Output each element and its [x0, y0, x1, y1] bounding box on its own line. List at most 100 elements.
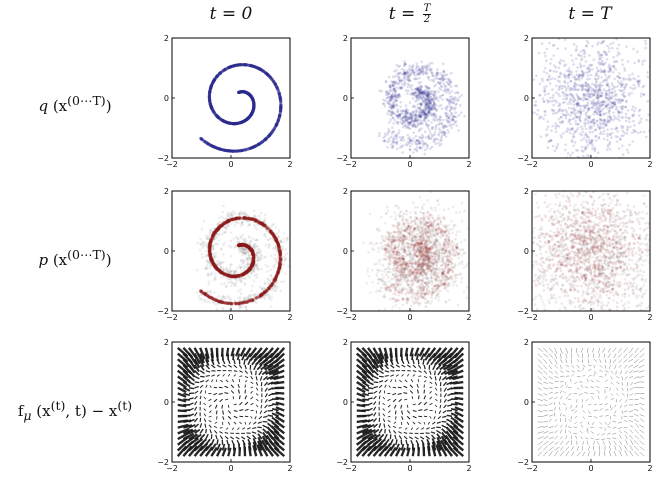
- data-point: [208, 88, 212, 93]
- data-point: [392, 122, 395, 125]
- data-point: [624, 115, 628, 119]
- data-point: [610, 104, 614, 107]
- data-point: [427, 106, 431, 109]
- data-point: [390, 98, 393, 102]
- data-point: [223, 241, 226, 245]
- data-point: [225, 216, 228, 220]
- data-point: [612, 60, 616, 63]
- data-point: [210, 237, 214, 241]
- data-point: [598, 88, 602, 91]
- data-point: [525, 72, 528, 75]
- data-point: [416, 72, 420, 76]
- data-point: [215, 269, 218, 272]
- data-point: [408, 117, 411, 121]
- data-point: [211, 244, 215, 248]
- data-point: [425, 94, 429, 98]
- data-point: [414, 74, 417, 77]
- data-point: [219, 247, 223, 250]
- data-point: [222, 225, 225, 228]
- data-point: [411, 125, 414, 128]
- data-point: [589, 63, 593, 67]
- data-point: [209, 105, 213, 109]
- data-point: [251, 257, 254, 260]
- data-point: [245, 270, 249, 274]
- data-point: [260, 287, 263, 290]
- data-point: [240, 148, 244, 153]
- data-point: [414, 125, 417, 129]
- data-point: [452, 114, 455, 118]
- data-point: [602, 126, 606, 129]
- data-point: [214, 303, 218, 306]
- data-point: [631, 72, 634, 76]
- data-point: [243, 297, 247, 301]
- data-point: [207, 98, 212, 102]
- data-point: [420, 95, 424, 99]
- data-point: [596, 97, 600, 101]
- data-point: [216, 73, 220, 78]
- data-point: [260, 140, 264, 144]
- data-point: [245, 244, 249, 248]
- data-point: [240, 245, 244, 249]
- data-point: [395, 86, 398, 89]
- data-point: [595, 91, 598, 94]
- data-point: [595, 31, 598, 34]
- data-point: [619, 124, 623, 128]
- data-point: [570, 128, 574, 131]
- data-point: [209, 105, 214, 110]
- data-point: [209, 105, 213, 109]
- data-point: [239, 265, 243, 269]
- data-point: [240, 120, 244, 124]
- data-point: [588, 85, 591, 89]
- data-point: [245, 219, 249, 222]
- data-point: [417, 91, 421, 95]
- data-point: [253, 299, 257, 303]
- data-point: [222, 217, 225, 220]
- data-point: [416, 123, 420, 127]
- data-point: [237, 121, 241, 125]
- data-point: [228, 218, 232, 222]
- data-point: [586, 85, 589, 89]
- data-point: [253, 218, 257, 222]
- data-point: [249, 247, 253, 251]
- data-point: [377, 134, 381, 138]
- data-point: [643, 59, 646, 62]
- data-point: [231, 210, 235, 213]
- data-point: [220, 118, 224, 122]
- data-point: [427, 136, 431, 140]
- data-point: [220, 118, 225, 123]
- data-point: [434, 116, 438, 120]
- data-point: [457, 129, 460, 132]
- data-point: [251, 107, 256, 111]
- data-point: [248, 253, 251, 257]
- data-point: [251, 108, 255, 112]
- data-point: [418, 141, 422, 145]
- data-point: [257, 220, 261, 224]
- data-point: [417, 68, 420, 72]
- data-point: [266, 226, 270, 230]
- data-point: [243, 301, 247, 305]
- data-point: [433, 101, 436, 105]
- data-point: [273, 263, 276, 267]
- data-point: [596, 32, 599, 35]
- data-point: [450, 112, 454, 116]
- data-point: [270, 77, 274, 81]
- data-point: [273, 82, 278, 87]
- data-point: [251, 262, 255, 266]
- data-point: [266, 292, 270, 296]
- data-point: [202, 291, 207, 295]
- data-point: [284, 257, 288, 261]
- data-point: [425, 85, 429, 89]
- data-point: [252, 104, 256, 108]
- data-point: [278, 96, 282, 100]
- data-point: [239, 288, 242, 291]
- data-point: [247, 215, 251, 218]
- data-point: [583, 106, 586, 110]
- data-point: [222, 119, 226, 124]
- data-point: [586, 77, 589, 81]
- data-point: [262, 233, 266, 237]
- data-point: [239, 243, 243, 247]
- data-point: [432, 107, 436, 111]
- data-point: [225, 275, 228, 279]
- data-point: [444, 88, 448, 92]
- row-label-drift: fμ (x(t), t) − x(t): [17, 398, 133, 423]
